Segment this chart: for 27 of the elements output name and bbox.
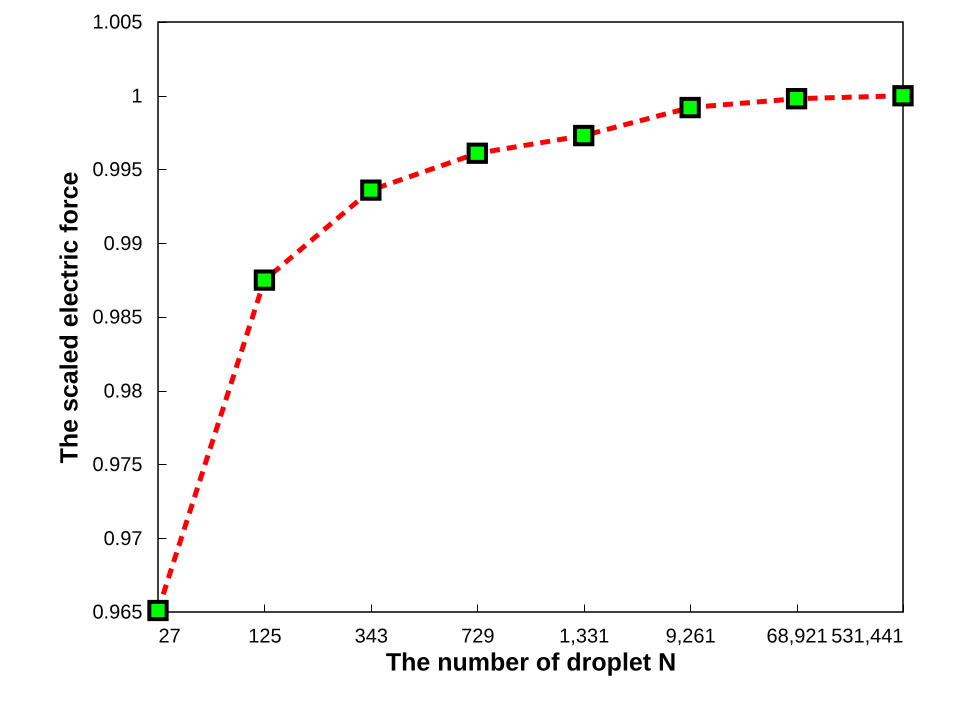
point bbox=[360, 179, 382, 201]
x-tick-label: 68,921 bbox=[766, 626, 828, 648]
y-tick-label: 0.98 bbox=[104, 380, 142, 402]
y-tick-label: 0.97 bbox=[104, 528, 142, 550]
point bbox=[786, 88, 808, 110]
x-tick-label: 125 bbox=[248, 626, 282, 648]
x-tick-label: 27 bbox=[158, 626, 181, 648]
x-tick-label: 1,331 bbox=[559, 626, 610, 648]
y-axis-title: The scaled electric force bbox=[55, 172, 84, 464]
y-tick-label: 0.975 bbox=[92, 454, 142, 476]
y-tick-label: 0.965 bbox=[92, 602, 142, 624]
y-tick-label: 1.005 bbox=[92, 12, 142, 34]
y-tick-label: 0.985 bbox=[92, 306, 142, 328]
x-axis-title: The number of droplet N bbox=[386, 648, 676, 676]
x-tick-label: 729 bbox=[461, 626, 494, 648]
point bbox=[892, 85, 914, 106]
x-tick-label: 9,261 bbox=[666, 626, 716, 648]
point bbox=[147, 600, 169, 622]
point bbox=[573, 124, 594, 146]
y-tick-label: 1 bbox=[131, 85, 142, 108]
y-tick-label: 0.995 bbox=[92, 159, 142, 181]
point bbox=[466, 142, 488, 164]
y-tick-label: 0.99 bbox=[104, 232, 142, 255]
x-tick-label: 531,441 bbox=[831, 626, 904, 648]
point bbox=[254, 269, 276, 291]
point bbox=[679, 96, 701, 118]
x-tick-label: 343 bbox=[354, 626, 388, 648]
